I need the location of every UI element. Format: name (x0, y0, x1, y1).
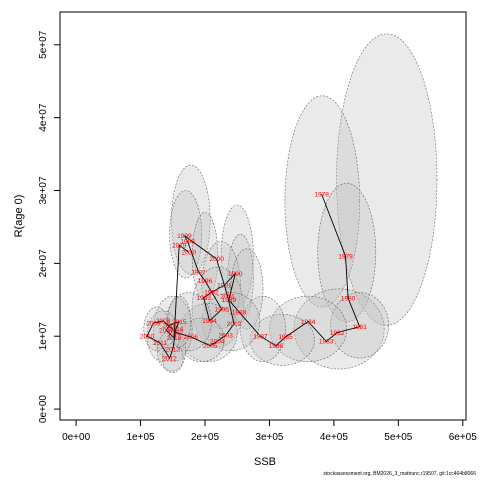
x-tick-label-5e+05: 5e+05 (384, 432, 413, 443)
confidence-ellipse-20 (153, 295, 193, 363)
y-axis: 0e+00 1e+07 2e+07 3e+07 4e+07 5e+07 (38, 30, 61, 424)
year-label-2005: 2005 (203, 343, 218, 350)
x-tick-label-4e+05: 4e+05 (320, 432, 349, 443)
year-label-2017: 2017 (159, 328, 174, 335)
year-label-2011: 2011 (153, 340, 167, 347)
year-label-1984: 1984 (301, 319, 316, 326)
year-label-1998: 1998 (180, 239, 195, 246)
year-label-1997: 1997 (191, 269, 206, 276)
y-tick-label-1e+07: 1e+07 (38, 322, 49, 351)
year-label-2012: 2012 (162, 355, 177, 362)
year-label-1991: 1991 (217, 282, 232, 289)
year-label-1981: 1981 (352, 324, 367, 331)
confidence-ellipses (143, 33, 438, 373)
year-label-2008: 2008 (156, 318, 171, 325)
y-axis-title: R(age 0) (13, 195, 25, 238)
confidence-ellipse-5 (269, 295, 348, 363)
x-tick-label-0e+00: 0e+00 (62, 432, 91, 443)
confidence-ellipse-14 (191, 266, 244, 348)
year-label-1985: 1985 (278, 334, 293, 341)
x-tick-label-3e+05: 3e+05 (255, 432, 284, 443)
confidence-ellipse-10 (191, 212, 219, 301)
x-tick-label-2e+05: 2e+05 (191, 432, 220, 443)
x-axis: 0e+00 1e+05 2e+05 3e+05 4e+05 5e+05 6e+05 (62, 419, 478, 443)
x-tick-label-6e+05: 6e+05 (449, 432, 478, 443)
y-tick-label-0e+00: 0e+00 (38, 395, 49, 424)
year-labels: 1978 1979 1980 1981 1982 1983 1984 1985 19861987… (140, 191, 368, 362)
confidence-ellipse-15 (230, 248, 264, 330)
year-label-1987: 1987 (253, 333, 268, 340)
year-label-1993: 1993 (196, 295, 211, 302)
confidence-ellipse-22 (143, 306, 170, 352)
year-label-1978: 1978 (314, 191, 329, 198)
year-label-2009: 2009 (146, 320, 161, 327)
year-label-1982: 1982 (330, 330, 345, 337)
year-label-1979: 1979 (338, 253, 353, 260)
confidence-ellipse-24 (162, 343, 184, 373)
year-label-2020: 2020 (182, 250, 197, 257)
year-label-2001: 2001 (220, 293, 235, 300)
year-label-2004: 2004 (210, 339, 225, 346)
confidence-ellipse-2 (317, 182, 377, 322)
confidence-ellipse-11 (220, 204, 254, 308)
year-label-2002: 2002 (227, 321, 242, 328)
year-label-1999: 1999 (177, 233, 192, 240)
confidence-ellipse-3 (293, 288, 385, 370)
year-label-2006: 2006 (184, 334, 199, 341)
year-label-1990: 1990 (228, 271, 243, 278)
trajectory-line (146, 193, 361, 360)
year-label-1994: 1994 (202, 318, 217, 325)
year-label-1983: 1983 (319, 339, 334, 346)
year-label-1988: 1988 (232, 309, 247, 316)
year-label-1995: 1995 (215, 306, 230, 313)
year-label-2015: 2015 (172, 319, 187, 326)
year-label-2003: 2003 (218, 333, 233, 340)
confidence-ellipse-0 (336, 33, 438, 326)
year-label-2013: 2013 (166, 347, 181, 354)
confidence-ellipse-9 (169, 190, 203, 279)
y-tick-label-3e+07: 3e+07 (38, 176, 49, 205)
trajectory-polyline (146, 193, 361, 360)
y-tick-label-5e+07: 5e+07 (38, 30, 49, 59)
footer-source-text: stockassessment.org, BM2026_3_mattrunc.r… (323, 471, 476, 477)
year-label-2010: 2010 (140, 333, 155, 340)
confidence-ellipse-21 (146, 310, 180, 363)
confidence-ellipse-4 (330, 292, 389, 359)
x-axis-title: SSB (254, 456, 276, 468)
confidence-ellipse-1 (284, 95, 360, 308)
year-label-2018: 2018 (167, 335, 182, 342)
year-label-2014: 2014 (169, 326, 184, 333)
y-tick-label-2e+07: 2e+07 (38, 249, 49, 278)
year-label-1992: 1992 (204, 290, 219, 297)
confidence-ellipse-13 (201, 241, 241, 330)
year-label-1989: 1989 (222, 297, 237, 304)
confidence-ellipse-19 (166, 292, 212, 352)
year-label-1986: 1986 (269, 343, 284, 350)
x-tick-label-1e+05: 1e+05 (127, 432, 156, 443)
year-label-2019: 2019 (172, 242, 187, 249)
year-label-1996: 1996 (198, 278, 213, 285)
year-label-2007: 2007 (169, 330, 184, 337)
year-label-1980: 1980 (341, 296, 356, 303)
confidence-ellipse-23 (157, 330, 186, 372)
year-label-2016: 2016 (162, 322, 177, 329)
y-tick-label-4e+07: 4e+07 (38, 103, 49, 132)
year-label-2000: 2000 (209, 256, 224, 263)
